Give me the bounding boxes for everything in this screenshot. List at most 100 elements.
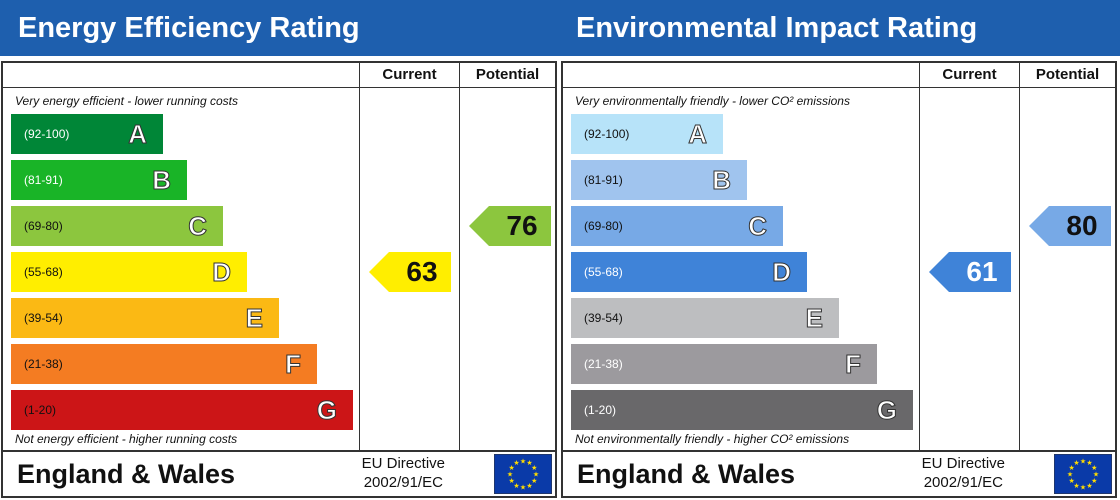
- rating-frame: Current Potential Very energy efficient - …: [1, 61, 557, 498]
- band-range: (92-100): [584, 127, 630, 141]
- band-range: (39-54): [584, 311, 623, 325]
- bottom-note: Not energy efficient - higher running co…: [15, 432, 238, 446]
- rating-band-e: (39-54) E: [571, 298, 839, 338]
- band-letter: G: [876, 395, 897, 426]
- svg-text:★: ★: [513, 482, 519, 490]
- rating-band-c: (69-80) C: [571, 206, 783, 246]
- svg-text:★: ★: [520, 484, 526, 492]
- band-letter: C: [748, 211, 768, 242]
- region-label: England & Wales: [17, 459, 236, 489]
- footer-divider: [3, 450, 555, 452]
- band-letter: D: [212, 257, 232, 288]
- band-letter: E: [245, 303, 263, 334]
- band-range: (92-100): [24, 127, 70, 141]
- current-rating-arrow: 63: [369, 252, 451, 292]
- header-divider: [3, 87, 555, 88]
- band-range: (55-68): [24, 265, 63, 279]
- column-divider: [459, 63, 460, 451]
- eu-directive: EU Directive 2002/91/EC: [362, 454, 445, 492]
- svg-text:★: ★: [520, 458, 526, 466]
- current-rating-arrow: 61: [929, 252, 1011, 292]
- svg-text:★: ★: [509, 477, 515, 485]
- column-divider: [359, 63, 360, 451]
- rating-band-d: (55-68) D: [11, 252, 247, 292]
- svg-text:★: ★: [513, 459, 519, 467]
- svg-text:★: ★: [1073, 459, 1079, 467]
- current-rating-value: 61: [966, 256, 998, 287]
- eu-directive-line1: EU Directive: [921, 455, 1005, 472]
- rating-band-a: (92-100) A: [11, 114, 163, 154]
- column-divider: [1019, 63, 1020, 451]
- band-letter: B: [712, 165, 732, 196]
- svg-text:★: ★: [1086, 482, 1092, 490]
- column-header-current: Current: [382, 66, 437, 83]
- svg-text:★: ★: [531, 464, 537, 472]
- rating-band-b: (81-91) B: [571, 160, 747, 200]
- column-header-current: Current: [942, 66, 997, 83]
- band-letter: G: [316, 395, 337, 426]
- svg-text:★: ★: [1091, 477, 1097, 485]
- energy-efficiency-panel: Energy Efficiency Rating Current Potential…: [0, 0, 560, 498]
- eu-flag-icon: ★ ★ ★ ★ ★ ★ ★ ★ ★ ★ ★ ★: [1053, 453, 1113, 495]
- band-letter: A: [688, 119, 708, 150]
- rating-band-f: (21-38) F: [571, 344, 877, 384]
- rating-frame: Current Potential Very environmentally fri…: [561, 61, 1117, 498]
- eu-directive-line2: 2002/91/EC: [923, 474, 1003, 491]
- band-range: (81-91): [584, 173, 623, 187]
- band-range: (69-80): [24, 219, 63, 233]
- band-range: (81-91): [24, 173, 63, 187]
- svg-text:★: ★: [1093, 471, 1099, 479]
- svg-text:★: ★: [1069, 464, 1075, 472]
- band-range: (1-20): [584, 403, 617, 417]
- band-letter: E: [805, 303, 823, 334]
- band-letter: A: [128, 119, 148, 150]
- band-letter: C: [188, 211, 208, 242]
- panel-title: Environmental Impact Rating: [560, 0, 1120, 56]
- footer-divider: [563, 450, 1115, 452]
- svg-text:★: ★: [1091, 464, 1097, 472]
- svg-text:★: ★: [507, 471, 513, 479]
- rating-band-g: (1-20) G: [571, 390, 913, 430]
- rating-band-f: (21-38) F: [11, 344, 317, 384]
- top-note: Very energy efficient - lower running co…: [15, 94, 238, 108]
- band-range: (1-20): [24, 403, 57, 417]
- band-range: (39-54): [24, 311, 63, 325]
- svg-text:★: ★: [509, 464, 515, 472]
- column-header-potential: Potential: [475, 66, 540, 83]
- potential-rating-arrow: 80: [1029, 206, 1111, 246]
- svg-text:★: ★: [1086, 459, 1092, 467]
- rating-band-b: (81-91) B: [11, 160, 187, 200]
- band-range: (21-38): [24, 357, 63, 371]
- svg-text:★: ★: [531, 477, 537, 485]
- header-divider: [563, 87, 1115, 88]
- current-rating-value: 63: [406, 256, 438, 287]
- potential-rating-value: 76: [506, 210, 538, 241]
- band-range: (21-38): [584, 357, 623, 371]
- panel-title: Energy Efficiency Rating: [0, 0, 560, 56]
- band-letter: D: [772, 257, 792, 288]
- rating-band-c: (69-80) C: [11, 206, 223, 246]
- bottom-note: Not environmentally friendly - higher CO…: [575, 432, 850, 446]
- svg-text:★: ★: [1069, 477, 1075, 485]
- rating-band-e: (39-54) E: [11, 298, 279, 338]
- svg-text:★: ★: [533, 471, 539, 479]
- rating-band-g: (1-20) G: [11, 390, 353, 430]
- rating-band-d: (55-68) D: [571, 252, 807, 292]
- svg-text:★: ★: [1080, 458, 1086, 466]
- potential-rating-arrow: 76: [469, 206, 551, 246]
- eu-directive: EU Directive 2002/91/EC: [922, 454, 1005, 492]
- svg-text:★: ★: [1067, 471, 1073, 479]
- band-range: (69-80): [584, 219, 623, 233]
- svg-text:★: ★: [1080, 484, 1086, 492]
- band-range: (55-68): [584, 265, 623, 279]
- band-letter: B: [152, 165, 172, 196]
- band-letter: F: [845, 349, 862, 380]
- top-note: Very environmentally friendly - lower CO…: [575, 94, 850, 108]
- svg-text:★: ★: [526, 459, 532, 467]
- svg-text:★: ★: [1073, 482, 1079, 490]
- eu-directive-line1: EU Directive: [361, 455, 445, 472]
- region-label: England & Wales: [577, 459, 796, 489]
- environmental-impact-panel: Environmental Impact Rating Current Potent…: [560, 0, 1120, 500]
- column-divider: [919, 63, 920, 451]
- svg-text:★: ★: [526, 482, 532, 490]
